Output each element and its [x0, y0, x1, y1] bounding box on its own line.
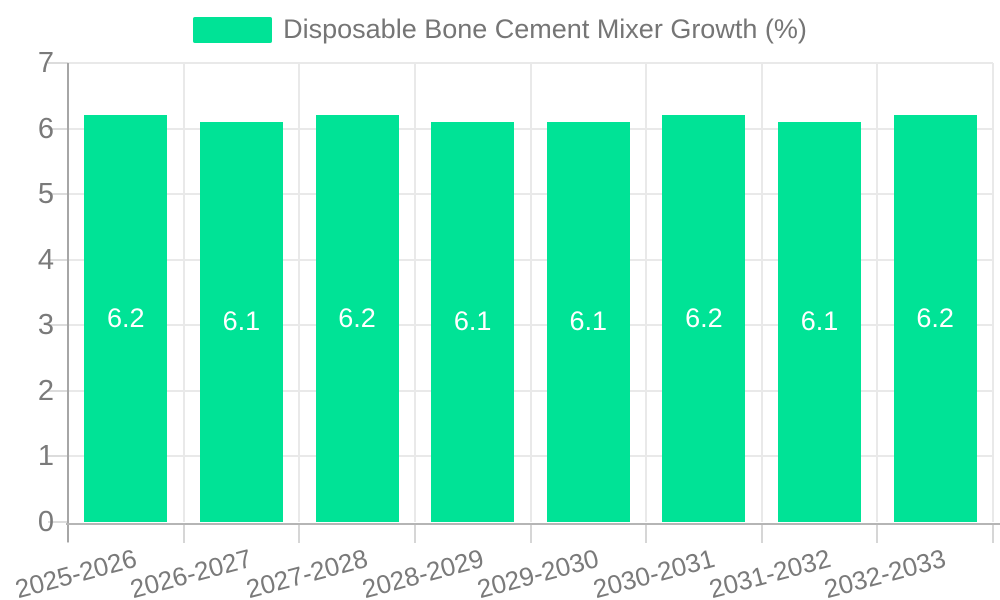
y-axis-tick-label: 4: [37, 243, 54, 276]
bar[interactable]: 6.2: [84, 115, 168, 522]
legend-label: Disposable Bone Cement Mixer Growth (%): [283, 14, 807, 44]
bar-value-label: 6.1: [222, 306, 261, 337]
x-axis-tick: [529, 524, 532, 543]
bar[interactable]: 6.2: [893, 115, 977, 522]
v-gridline: [413, 63, 416, 522]
v-gridline: [529, 63, 532, 522]
v-gridline: [876, 63, 879, 522]
legend: Disposable Bone Cement Mixer Growth (%): [0, 14, 1000, 45]
v-gridline: [645, 63, 648, 522]
y-axis-tick-label: 0: [37, 506, 54, 538]
bar[interactable]: 6.1: [431, 122, 515, 522]
bar[interactable]: 6.2: [315, 115, 399, 522]
v-gridline: [182, 63, 185, 522]
bar-value-label: 6.2: [685, 303, 723, 334]
legend-swatch: [193, 16, 273, 43]
bar[interactable]: 6.1: [199, 122, 283, 522]
x-axis-tick: [413, 524, 416, 543]
y-axis-tick-label: 3: [37, 309, 54, 342]
bar-value-label: 6.1: [569, 306, 608, 337]
y-axis-tick-label: 7: [37, 47, 54, 79]
legend-item[interactable]: Disposable Bone Cement Mixer Growth (%): [193, 14, 807, 45]
bar-value-label: 6.1: [453, 306, 492, 337]
y-axis-tick: [48, 324, 68, 327]
x-axis-line: [66, 523, 1000, 525]
x-axis-tick: [298, 524, 301, 543]
bar-value-label: 6.2: [107, 303, 145, 334]
x-axis-tick: [992, 524, 994, 543]
y-axis-line: [67, 63, 69, 542]
y-axis-tick: [48, 62, 68, 64]
x-axis-tick: [760, 524, 763, 543]
y-axis-tick-label: 6: [37, 112, 54, 145]
y-axis-tick-label: 5: [37, 178, 54, 211]
bar-value-label: 6.2: [916, 303, 954, 334]
x-axis-tick: [876, 524, 879, 543]
bar[interactable]: 6.2: [662, 115, 746, 522]
bar[interactable]: 6.1: [778, 122, 862, 522]
y-axis-tick: [48, 193, 68, 196]
y-axis-tick-label: 2: [37, 374, 54, 407]
v-gridline: [298, 63, 301, 522]
y-axis-tick: [48, 521, 68, 523]
y-axis-tick: [48, 127, 68, 130]
y-axis-tick-label: 1: [37, 440, 54, 473]
y-axis-tick: [48, 389, 68, 392]
bar[interactable]: 6.1: [546, 122, 630, 522]
bar-value-label: 6.1: [800, 306, 839, 337]
x-axis-tick: [182, 524, 185, 543]
x-axis-tick: [645, 524, 648, 543]
v-gridline: [760, 63, 763, 522]
v-gridline: [992, 63, 994, 522]
y-axis-tick: [48, 455, 68, 458]
bar-value-label: 6.2: [338, 303, 376, 334]
y-axis-tick: [48, 258, 68, 261]
